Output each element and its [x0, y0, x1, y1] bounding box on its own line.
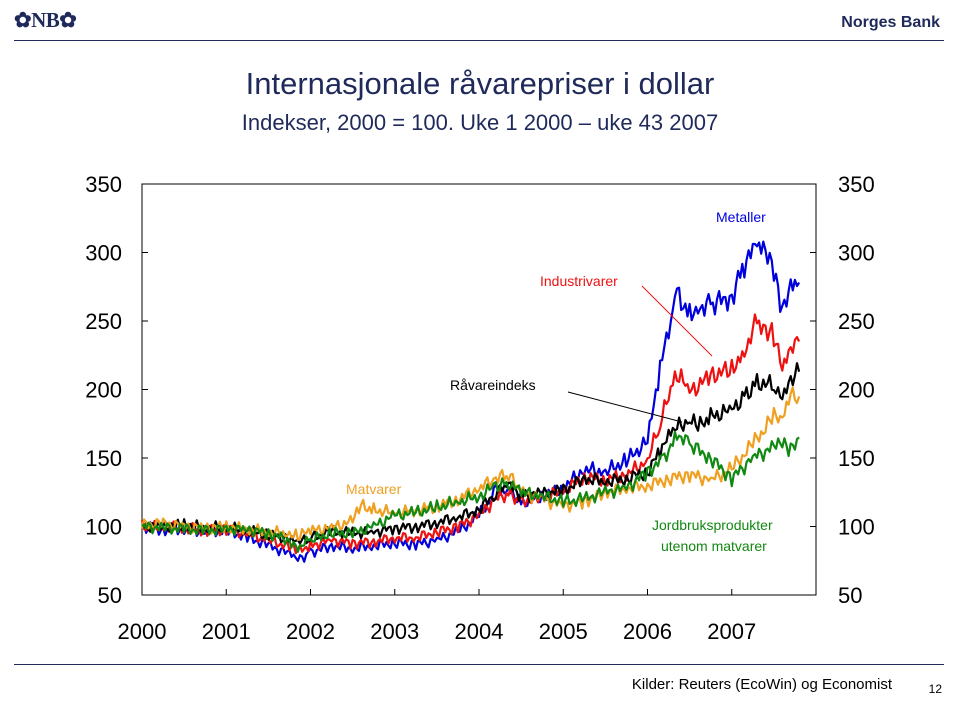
label-matvarer: Matvarer [346, 481, 402, 497]
x-tick-label: 2003 [370, 619, 419, 644]
source-note: Kilder: Reuters (EcoWin) og Economist [631, 676, 892, 693]
pointer-ravareindeks [567, 391, 683, 423]
norges-bank-logo: ✿NB✿ [14, 8, 77, 32]
y-tick-left-label: 200 [85, 378, 122, 403]
y-tick-right-label: 150 [838, 446, 875, 471]
y-tick-left-label: 50 [98, 583, 122, 608]
y-axis-right: 50 100 150 200 250 300 350 [810, 172, 875, 608]
y-tick-right-label: 200 [838, 378, 875, 403]
x-tick-label: 2007 [707, 619, 756, 644]
x-tick-label: 2002 [286, 619, 335, 644]
header-rule [14, 40, 944, 41]
y-tick-right-label: 50 [838, 583, 862, 608]
y-tick-right-label: 350 [838, 172, 875, 197]
x-tick-label: 2004 [455, 619, 504, 644]
chart-title: Internasjonale råvarepriser i dollar [245, 66, 715, 101]
label-industrivarer: Industrivarer [540, 273, 618, 289]
annotation-group: Metaller Industrivarer Råvareindeks Matv… [346, 209, 773, 554]
y-tick-left-label: 100 [85, 515, 122, 540]
y-tick-left-label: 250 [85, 309, 122, 334]
page-number: 12 [928, 682, 942, 696]
series-line-4 [141, 430, 800, 553]
series-group [140, 240, 801, 563]
chart-subtitle: Indekser, 2000 = 100. Uke 1 2000 – uke 4… [241, 110, 719, 135]
label-metaller: Metaller [716, 209, 766, 225]
y-tick-right-label: 300 [838, 241, 875, 266]
label-jordbruk-2: utenom matvarer [661, 538, 767, 554]
y-tick-left-label: 300 [85, 241, 122, 266]
y-tick-left-label: 350 [85, 172, 122, 197]
x-tick-label: 2006 [623, 619, 672, 644]
bank-name: Norges Bank [841, 14, 940, 31]
y-tick-left-label: 150 [85, 446, 122, 471]
y-tick-right-label: 250 [838, 309, 875, 334]
y-tick-right-label: 100 [838, 515, 875, 540]
pointer-industrivarer [641, 285, 713, 357]
label-ravareindeks: Råvareindeks [450, 377, 536, 393]
x-tick-label: 2005 [539, 619, 588, 644]
label-jordbruk-1: Jordbruksprodukter [652, 517, 773, 533]
footer-rule [14, 664, 944, 665]
series-line-1 [140, 313, 801, 555]
x-tick-label: 2001 [202, 619, 251, 644]
x-axis: 2000 2001 2002 2003 2004 2005 2006 2007 [118, 589, 756, 644]
x-tick-label: 2000 [118, 619, 167, 644]
y-axis-left: 50 100 150 200 250 300 350 [85, 172, 148, 608]
